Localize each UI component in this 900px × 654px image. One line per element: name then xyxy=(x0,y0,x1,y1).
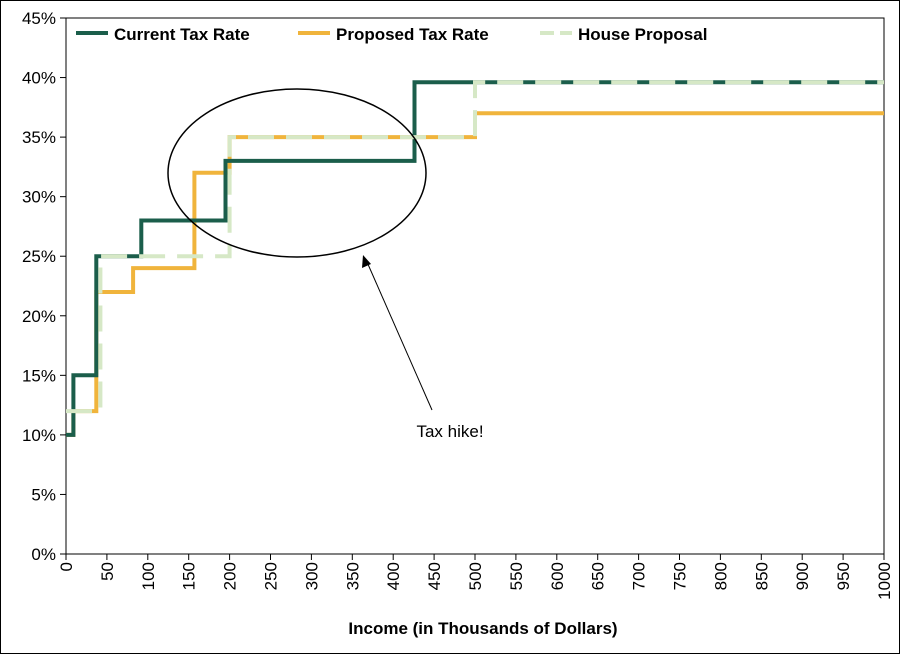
x-tick-label: 650 xyxy=(589,562,608,590)
x-tick-label: 0 xyxy=(57,562,76,571)
x-axis-title: Income (in Thousands of Dollars) xyxy=(348,619,617,638)
x-tick-label: 950 xyxy=(834,562,853,590)
y-tick-label: 35% xyxy=(22,128,56,147)
y-tick-label: 25% xyxy=(22,247,56,266)
x-tick-label: 200 xyxy=(221,562,240,590)
annotation-label: Tax hike! xyxy=(416,422,483,441)
series-line-current-tax-rate xyxy=(66,80,884,437)
y-tick-label: 0% xyxy=(31,545,56,564)
x-tick-label: 150 xyxy=(180,562,199,590)
x-tick-label: 800 xyxy=(711,562,730,590)
y-tick-label: 45% xyxy=(22,9,56,28)
y-tick-label: 30% xyxy=(22,188,56,207)
x-tick-label: 100 xyxy=(139,562,158,590)
x-tick-label: 400 xyxy=(384,562,403,590)
series-line-proposed-tax-rate xyxy=(66,111,884,437)
legend: Current Tax Rate Proposed Tax Rate House P… xyxy=(76,25,707,44)
x-tick-label: 450 xyxy=(425,562,444,590)
x-tick-label: 500 xyxy=(466,562,485,590)
annotation-arrow-shaft xyxy=(366,261,433,411)
axes: 0% 5% 10% 15% 20% 25% 30% 35% 40% 45% 0 50 100 150 200… xyxy=(22,9,894,600)
legend-label: Current Tax Rate xyxy=(114,25,250,44)
x-tick-label: 1000 xyxy=(875,562,894,600)
x-tick-label: 850 xyxy=(752,562,771,590)
x-tick-label: 900 xyxy=(793,562,812,590)
x-tick-label: 700 xyxy=(630,562,649,590)
legend-label: House Proposal xyxy=(578,25,707,44)
x-tick-label: 250 xyxy=(262,562,281,590)
series-lines xyxy=(66,80,884,437)
x-tick-label: 750 xyxy=(671,562,690,590)
x-tick-label: 350 xyxy=(343,562,362,590)
x-tick-label: 300 xyxy=(302,562,321,590)
series-line-house-proposal xyxy=(66,80,884,414)
y-tick-label: 5% xyxy=(31,485,56,504)
x-tick-label: 600 xyxy=(548,562,567,590)
legend-label: Proposed Tax Rate xyxy=(336,25,489,44)
y-tick-label: 20% xyxy=(22,307,56,326)
y-tick-label: 15% xyxy=(22,366,56,385)
x-tick-label: 550 xyxy=(507,562,526,590)
annotation-arrowhead xyxy=(362,255,371,268)
plot-area-border xyxy=(65,17,885,555)
y-tick-label: 10% xyxy=(22,426,56,445)
annotation: Tax hike! xyxy=(167,88,484,441)
x-tick-label: 50 xyxy=(98,562,117,581)
highlight-ellipse xyxy=(167,88,427,258)
y-tick-label: 40% xyxy=(22,69,56,88)
